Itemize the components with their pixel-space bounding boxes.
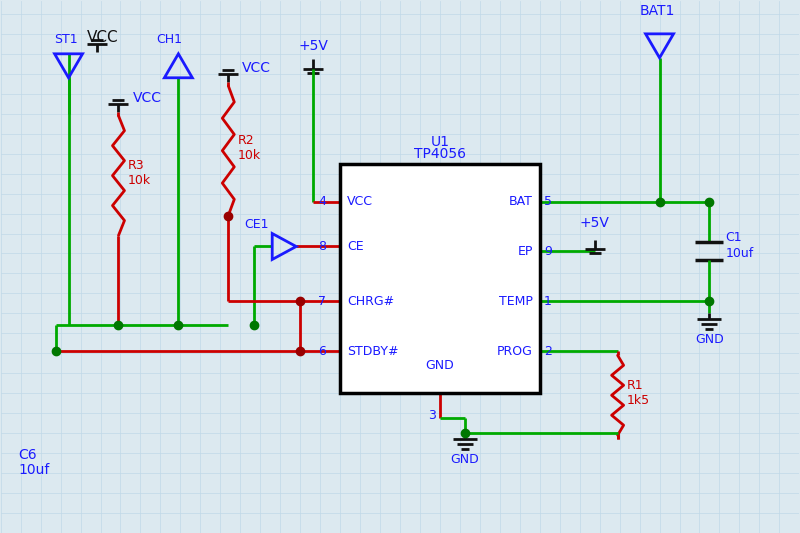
Text: CE: CE	[347, 240, 364, 253]
Text: 10k: 10k	[127, 174, 150, 187]
Text: +5V: +5V	[580, 215, 610, 230]
Text: 9: 9	[544, 245, 552, 258]
Text: BAT1: BAT1	[640, 4, 675, 18]
Text: 10uf: 10uf	[726, 247, 754, 260]
Bar	[340, 164, 540, 393]
Text: C6: C6	[18, 448, 38, 462]
Text: GND: GND	[426, 359, 454, 372]
Text: R3: R3	[127, 159, 144, 172]
Text: 7: 7	[318, 295, 326, 308]
Text: CH1: CH1	[157, 34, 182, 46]
Text: VCC: VCC	[347, 195, 373, 208]
Text: TEMP: TEMP	[499, 295, 533, 308]
Text: 1k5: 1k5	[626, 394, 650, 407]
Text: R2: R2	[238, 134, 254, 147]
Text: PROG: PROG	[497, 345, 533, 358]
Text: 8: 8	[318, 240, 326, 253]
Text: GND: GND	[695, 333, 724, 346]
Text: CHRG#: CHRG#	[347, 295, 394, 308]
Text: R1: R1	[626, 379, 643, 392]
Text: 4: 4	[318, 195, 326, 208]
Text: +5V: +5V	[298, 39, 328, 53]
Text: 2: 2	[544, 345, 552, 358]
Text: BAT: BAT	[509, 195, 533, 208]
Text: 1: 1	[544, 295, 552, 308]
Text: VCC: VCC	[133, 91, 162, 105]
Text: 6: 6	[318, 345, 326, 358]
Text: CE1: CE1	[244, 218, 269, 231]
Text: C1: C1	[726, 231, 742, 244]
Text: GND: GND	[450, 453, 479, 466]
Text: EP: EP	[518, 245, 533, 258]
Text: 10uf: 10uf	[18, 463, 50, 477]
Text: 10k: 10k	[238, 149, 261, 162]
Text: VCC: VCC	[86, 30, 118, 45]
Text: ST1: ST1	[54, 34, 78, 46]
Text: VCC: VCC	[242, 61, 271, 75]
Text: STDBY#: STDBY#	[347, 345, 398, 358]
Text: TP4056: TP4056	[414, 147, 466, 160]
Text: 5: 5	[544, 195, 552, 208]
Text: 3: 3	[428, 409, 436, 422]
Text: U1: U1	[430, 135, 450, 149]
